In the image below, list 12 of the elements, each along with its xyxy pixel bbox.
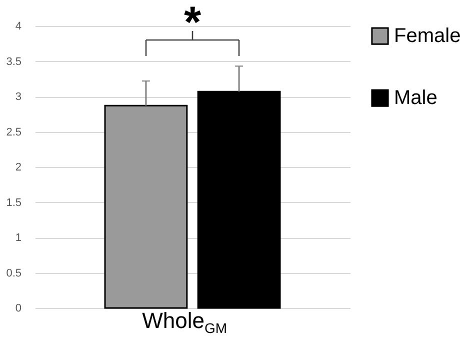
y-tick-label: 3 [15, 91, 22, 103]
y-tick-label: 1 [15, 232, 22, 244]
y-tick-label: 0.5 [6, 267, 22, 280]
annotation: * [184, 0, 202, 47]
legend-label: Male [394, 87, 438, 109]
y-tick-label: 2 [15, 162, 22, 174]
y-tick-label: 2.5 [6, 126, 22, 138]
y-tick-label: 3.5 [6, 56, 22, 68]
y-tick-label: 0 [15, 302, 22, 314]
legend-label: Female [394, 25, 461, 47]
y-tick-label: 1.5 [6, 196, 22, 209]
y-tick-label: 4 [15, 20, 22, 32]
